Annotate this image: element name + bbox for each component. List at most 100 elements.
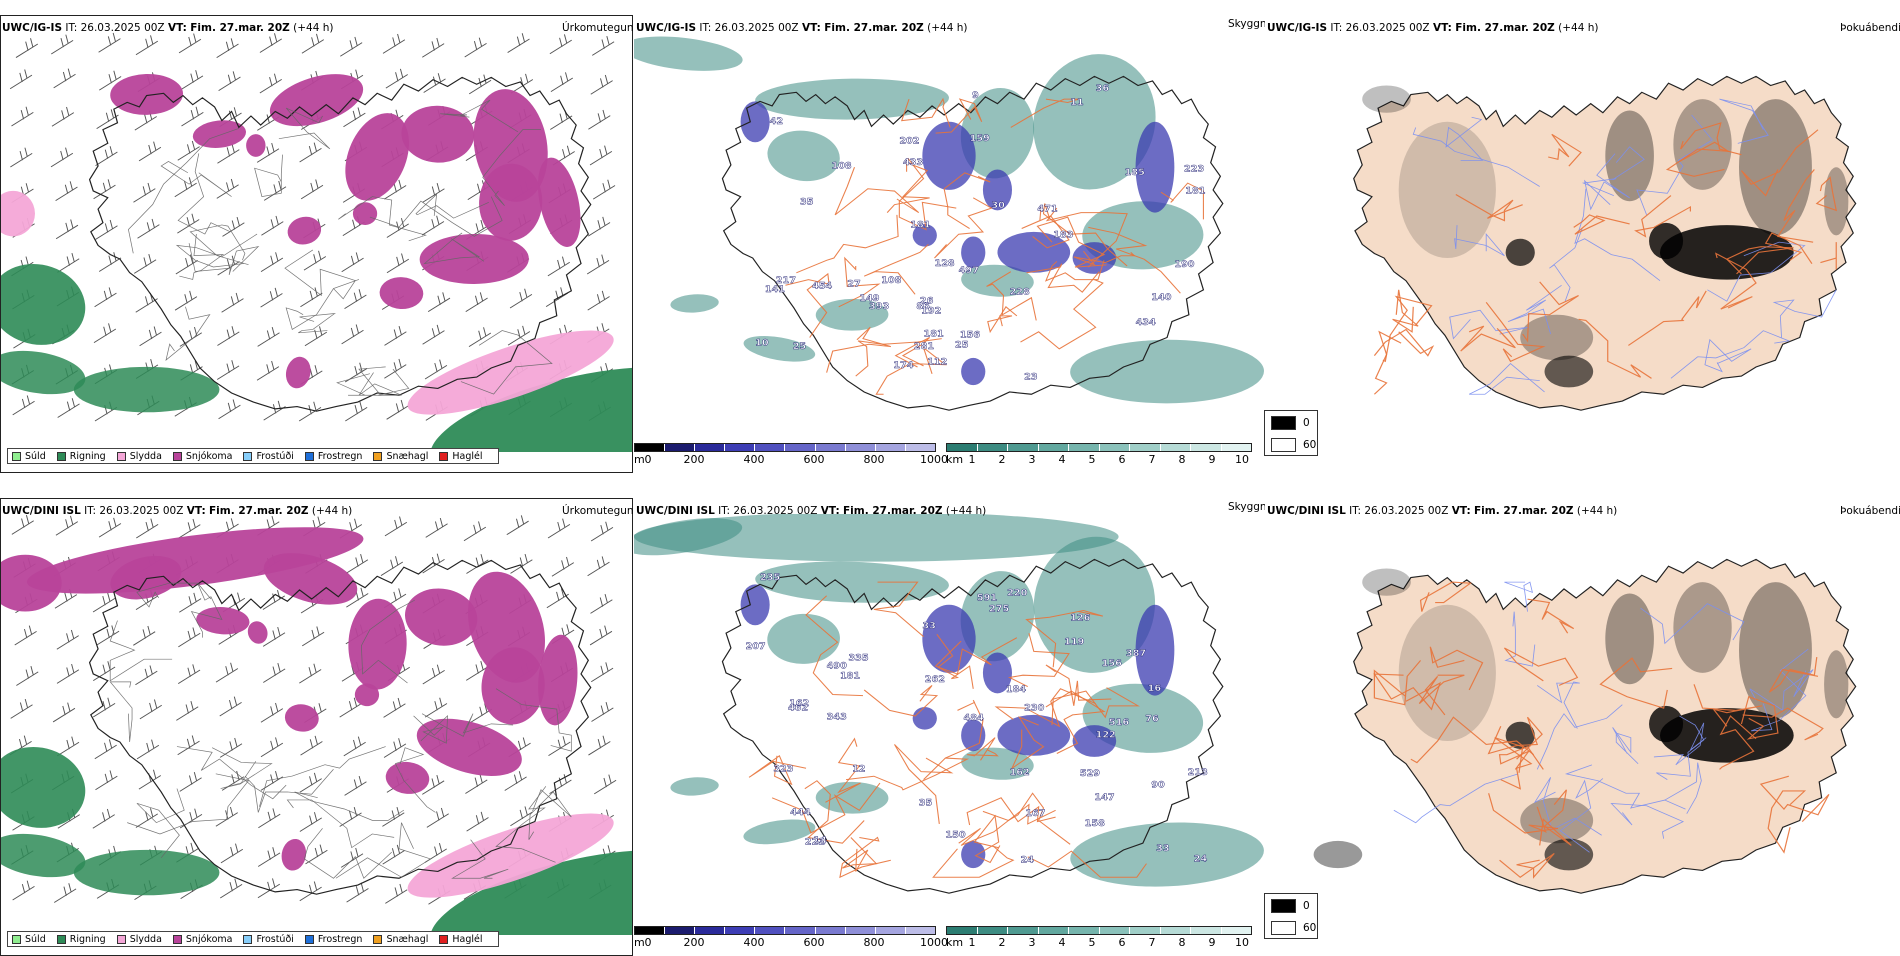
wind-barb [509, 288, 533, 309]
road-line [1578, 318, 1652, 379]
cloud-base-value: 323 [773, 764, 793, 775]
wind-barb [591, 35, 615, 56]
fog-area [1649, 222, 1684, 260]
snow-area [285, 356, 311, 389]
rain-area [1, 746, 86, 828]
cloud-base-colorbar-labels: m 0 200 400 600 800 1000 [634, 452, 948, 466]
road-line [1025, 609, 1104, 668]
cloud-base-value: 516 [1109, 717, 1130, 728]
colorbar-swatch [1008, 927, 1039, 934]
fog-area [1520, 314, 1594, 361]
colorbar-swatch [815, 927, 846, 934]
wind-barb [593, 774, 617, 795]
wind-barb [546, 588, 569, 609]
cloud-base-value: 36 [1096, 83, 1110, 94]
valid-time: Fim. 27.mar. 20Z [843, 505, 943, 517]
wind-barb [384, 358, 407, 379]
wind-barb [587, 290, 610, 311]
cloud-base-value: 454 [812, 281, 833, 292]
cloud-base-value: 591 [977, 593, 997, 604]
wind-barb [135, 665, 158, 686]
wind-barb [56, 663, 80, 684]
wind-barb [383, 738, 407, 758]
panel-header: UWC/DINI ISL IT: 26.03.2025 00Z VT: Fim.… [1267, 505, 1617, 517]
init-time: 26.03.2025 00Z [733, 505, 818, 517]
cloud-base-value: 190 [1174, 259, 1195, 270]
wind-barb [300, 287, 323, 308]
wind-barb [341, 324, 364, 345]
road-line [278, 107, 331, 150]
colorbar-swatch [635, 927, 666, 934]
visibility-tick: 8 [1178, 453, 1186, 466]
wind-barb [465, 774, 488, 794]
snow-area [401, 105, 475, 163]
cloud-base-value: 433 [903, 157, 923, 168]
wind-barb [55, 219, 79, 240]
wind-barb [15, 38, 39, 58]
colorbar-swatch [1130, 444, 1161, 451]
colorbar-swatch [1008, 444, 1039, 451]
wind-barb [260, 770, 284, 791]
rain-area [1, 263, 86, 345]
model-name: UWC/DINI ISL [1267, 505, 1346, 517]
visibility-tick: 7 [1148, 453, 1156, 466]
wind-barb [56, 736, 80, 757]
wind-barb [382, 806, 405, 827]
low-cloud-base-area [1072, 725, 1117, 757]
road-line [1707, 241, 1806, 302]
cloud-base-value: 128 [934, 258, 954, 269]
wind-barb [422, 37, 445, 58]
wind-barb [133, 253, 157, 274]
wind-barb [178, 33, 202, 54]
low-cloud-base-area [1135, 604, 1175, 696]
colorbar-swatch [725, 927, 756, 934]
fog-intensity [1313, 568, 1849, 871]
road-line [254, 154, 283, 197]
wind-barb [424, 359, 448, 380]
road-line [1504, 611, 1536, 667]
iceland-land [1353, 558, 1857, 894]
road-line [361, 599, 415, 684]
road-line [898, 157, 957, 231]
wind-barb [99, 70, 122, 91]
visibility-tick: 7 [1148, 936, 1156, 949]
road-line [1026, 263, 1100, 293]
fog-area [1398, 604, 1496, 742]
wind-barb [218, 399, 241, 420]
cloud-base-value: 335 [848, 653, 868, 664]
low-visibility-area [1070, 339, 1264, 404]
cloud-base-colorbar-swatches [634, 926, 936, 935]
fog-area [1649, 705, 1684, 743]
road-line [1704, 338, 1752, 373]
visibility-tick: 4 [1058, 936, 1066, 949]
road-line [1418, 674, 1465, 716]
lead-time: (+44 h) [311, 505, 353, 517]
road-line [934, 197, 993, 259]
road-line [188, 243, 260, 276]
road-line [748, 754, 807, 786]
cloud-base-value: 11 [1070, 97, 1083, 108]
road-line [886, 161, 930, 213]
wind-barb [12, 395, 35, 416]
road-line [303, 828, 392, 879]
visibility-unit: km [946, 936, 964, 949]
init-time: 26.03.2025 00Z [80, 22, 165, 34]
wind-barb [52, 702, 76, 723]
road-line [943, 172, 991, 229]
road-line [1776, 169, 1815, 243]
wind-barb [257, 847, 281, 867]
road-line [165, 306, 211, 361]
precip-type-map [1, 515, 632, 935]
legend-item-snæhagl: Snæhagl [373, 451, 428, 462]
wind-barb [138, 141, 162, 162]
fog-legend-swatch [1271, 899, 1296, 913]
cloud-base-value: 181 [1185, 186, 1205, 197]
snow-area [1, 554, 62, 612]
wind-barb [16, 666, 39, 686]
road-line [900, 97, 951, 128]
wind-barb [305, 844, 328, 865]
wind-barb [51, 106, 75, 127]
cloud-base-value: 26 [920, 296, 934, 307]
legend-label: Rigning [69, 450, 106, 462]
road-line [1539, 789, 1572, 846]
